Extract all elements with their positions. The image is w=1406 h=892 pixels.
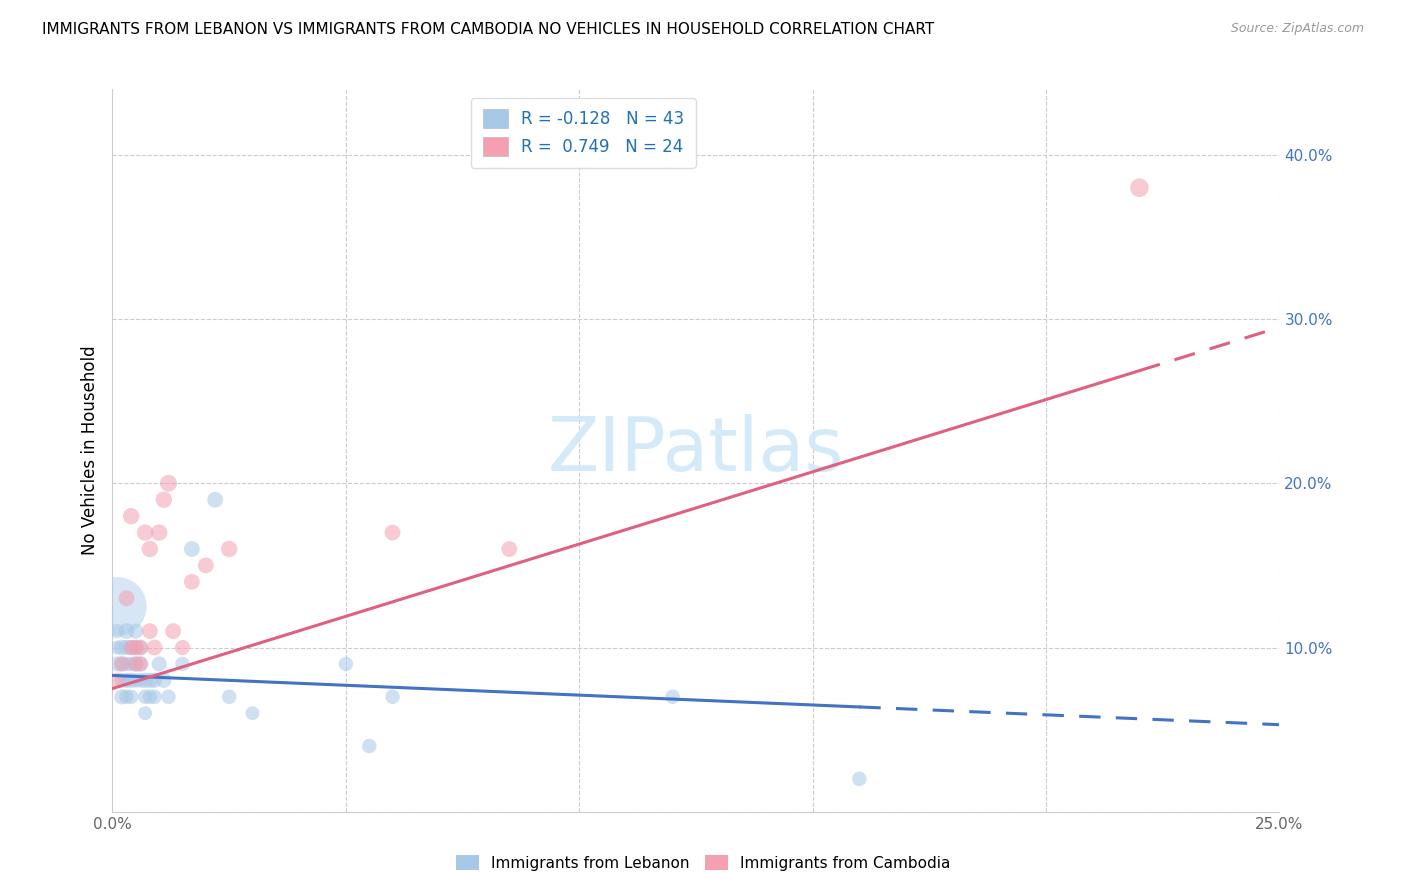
Point xyxy=(143,690,166,704)
Point xyxy=(153,673,176,688)
Point xyxy=(111,673,134,688)
Point xyxy=(125,657,148,671)
Point xyxy=(381,525,404,540)
Text: IMMIGRANTS FROM LEBANON VS IMMIGRANTS FROM CAMBODIA NO VEHICLES IN HOUSEHOLD COR: IMMIGRANTS FROM LEBANON VS IMMIGRANTS FR… xyxy=(42,22,935,37)
Y-axis label: No Vehicles in Household: No Vehicles in Household xyxy=(80,345,98,556)
Point xyxy=(381,690,404,704)
Legend: Immigrants from Lebanon, Immigrants from Cambodia: Immigrants from Lebanon, Immigrants from… xyxy=(447,846,959,880)
Point xyxy=(115,673,138,688)
Point xyxy=(125,640,148,655)
Point xyxy=(120,673,142,688)
Point xyxy=(139,673,162,688)
Point xyxy=(105,624,128,639)
Point xyxy=(125,624,148,639)
Point xyxy=(105,657,128,671)
Point xyxy=(139,541,162,556)
Point xyxy=(359,739,381,753)
Point xyxy=(115,640,138,655)
Point xyxy=(129,657,152,671)
Point xyxy=(139,690,162,704)
Point xyxy=(153,492,176,507)
Point xyxy=(105,673,128,688)
Point xyxy=(105,640,128,655)
Point xyxy=(498,541,520,556)
Point xyxy=(129,640,152,655)
Point xyxy=(125,657,148,671)
Legend: R = -0.128   N = 43, R =  0.749   N = 24: R = -0.128 N = 43, R = 0.749 N = 24 xyxy=(471,97,696,168)
Point xyxy=(162,624,184,639)
Point xyxy=(180,541,202,556)
Point xyxy=(134,690,156,704)
Point xyxy=(218,690,240,704)
Point xyxy=(180,574,202,589)
Point xyxy=(848,772,870,786)
Point xyxy=(204,492,226,507)
Point xyxy=(148,525,170,540)
Point xyxy=(172,657,194,671)
Text: ZIPatlas: ZIPatlas xyxy=(548,414,844,487)
Point xyxy=(134,673,156,688)
Point xyxy=(120,640,142,655)
Point xyxy=(172,640,194,655)
Point xyxy=(157,690,180,704)
Point xyxy=(242,706,264,721)
Point xyxy=(120,509,142,524)
Point xyxy=(139,624,162,639)
Point xyxy=(111,690,134,704)
Point xyxy=(157,476,180,491)
Point xyxy=(111,657,134,671)
Point xyxy=(111,640,134,655)
Point xyxy=(335,657,357,671)
Point xyxy=(125,640,148,655)
Point xyxy=(218,541,240,556)
Point xyxy=(120,690,142,704)
Point xyxy=(105,599,128,614)
Point xyxy=(143,640,166,655)
Point xyxy=(115,690,138,704)
Point xyxy=(120,640,142,655)
Point xyxy=(111,657,134,671)
Point xyxy=(143,673,166,688)
Point xyxy=(129,673,152,688)
Text: Source: ZipAtlas.com: Source: ZipAtlas.com xyxy=(1230,22,1364,36)
Point xyxy=(194,558,217,573)
Point xyxy=(125,673,148,688)
Point xyxy=(661,690,683,704)
Point xyxy=(115,591,138,606)
Point xyxy=(115,657,138,671)
Point xyxy=(129,640,152,655)
Point xyxy=(129,657,152,671)
Point xyxy=(115,624,138,639)
Point xyxy=(134,525,156,540)
Point xyxy=(148,657,170,671)
Point xyxy=(120,657,142,671)
Point xyxy=(134,706,156,721)
Point xyxy=(1128,180,1150,194)
